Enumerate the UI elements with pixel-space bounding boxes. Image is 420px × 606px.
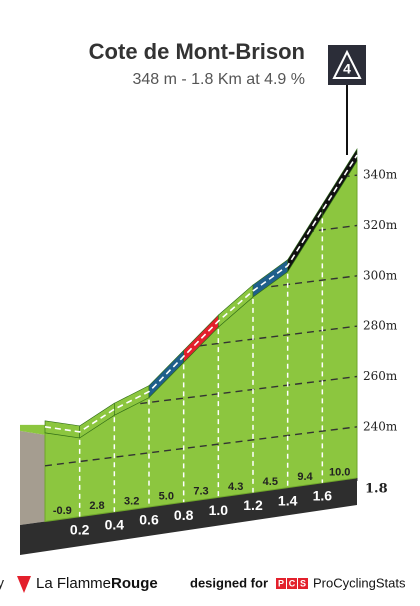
x-tick-label: 0.6 bbox=[139, 512, 159, 528]
x-tick-label: 0.8 bbox=[174, 507, 194, 523]
x-tick-label: 1.2 bbox=[243, 497, 263, 513]
gradient-label: 5.0 bbox=[159, 490, 174, 502]
site-name: ProCyclingStats bbox=[313, 575, 406, 590]
y-tick-label: 340m bbox=[363, 168, 398, 182]
flat-top bbox=[20, 424, 45, 435]
chart-subtitle: 348 m - 1.8 Km at 4.9 % bbox=[132, 71, 305, 88]
logo-box bbox=[276, 578, 286, 589]
chart-title: Cote de Mont-Brison bbox=[89, 39, 305, 64]
logo-letter: S bbox=[300, 578, 306, 588]
side-block bbox=[20, 430, 45, 525]
gradient-label: 4.5 bbox=[263, 476, 278, 488]
x-tick-label: 1.6 bbox=[313, 488, 333, 504]
base-bar bbox=[20, 478, 357, 555]
gradient-label: 4.3 bbox=[228, 481, 243, 493]
x-tick-label: 1.0 bbox=[209, 502, 229, 518]
gradient-label: 7.3 bbox=[193, 486, 208, 498]
brand: La FlammeRouge bbox=[36, 575, 158, 592]
gradient-label: 3.2 bbox=[124, 495, 139, 507]
grid-line bbox=[45, 426, 357, 467]
y-tick-label: 260m bbox=[363, 369, 398, 383]
badge-triangle bbox=[332, 49, 362, 79]
brand-light: La Flamme bbox=[36, 575, 111, 592]
y-tick-label: 240m bbox=[363, 419, 398, 433]
x-tick-label: 0.4 bbox=[105, 517, 125, 533]
x-tick-label: 1.4 bbox=[278, 492, 298, 508]
y-tick-label: 320m bbox=[363, 218, 398, 232]
grid-line bbox=[45, 174, 357, 215]
footer: y La FlammeRouge designed for ProCycling… bbox=[0, 575, 406, 593]
brand-bold: Rouge bbox=[111, 575, 158, 592]
gradient-label: 9.4 bbox=[297, 471, 313, 483]
x-tick-label: 0.2 bbox=[70, 521, 90, 537]
designed-for: designed for bbox=[190, 575, 268, 590]
y-tick-label: 300m bbox=[363, 268, 398, 282]
x-tick-label: 1.8 bbox=[365, 482, 388, 497]
logo-letter: C bbox=[289, 578, 296, 588]
gradient-label: 10.0 bbox=[329, 466, 350, 478]
gradient-label: 2.8 bbox=[89, 500, 104, 512]
gradient-label: -0.9 bbox=[53, 505, 72, 517]
category-label: 4 bbox=[343, 61, 351, 77]
y-tick-label: 280m bbox=[363, 319, 398, 333]
logo-box bbox=[298, 578, 308, 589]
logo-letter: P bbox=[278, 578, 284, 588]
logo-box bbox=[287, 578, 297, 589]
flag-icon bbox=[17, 576, 31, 593]
profile-line bbox=[44, 154, 358, 433]
footer-prefix: y bbox=[0, 575, 4, 591]
